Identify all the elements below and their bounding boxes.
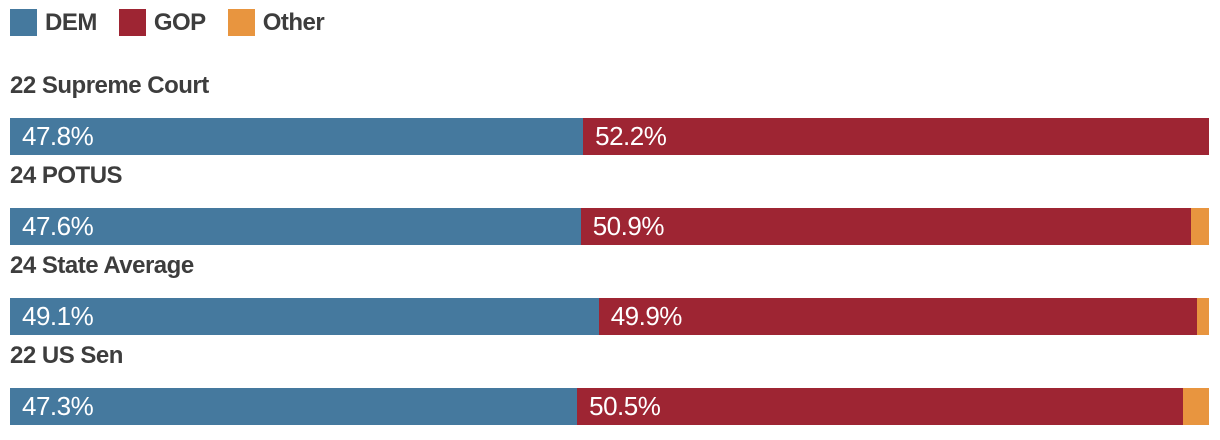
dem-value-label: 47.6% — [22, 211, 94, 241]
stacked-bar: 47.3% 50.5% — [10, 388, 1209, 425]
row-title: 24 State Average — [10, 252, 194, 279]
dem-segment: 47.8% — [10, 118, 584, 155]
gop-swatch-icon — [118, 8, 146, 36]
row-title: 24 POTUS — [10, 162, 123, 189]
stacked-bar: 47.8% 52.2% — [10, 118, 1209, 155]
gop-value-label: 50.9% — [592, 211, 665, 241]
legend-label-dem: DEM — [45, 8, 97, 36]
dem-swatch-icon — [10, 8, 37, 36]
gop-segment: 49.9% — [598, 298, 1197, 335]
legend-label-other: Other — [262, 8, 325, 36]
dem-segment: 49.1% — [10, 298, 599, 335]
gop-segment: 50.9% — [580, 208, 1191, 245]
legend-item-other: Other — [227, 8, 325, 36]
dem-value-label: 49.1% — [22, 301, 94, 331]
other-segment — [1191, 208, 1209, 245]
dem-value-label: 47.8% — [22, 121, 94, 151]
dem-segment: 47.3% — [10, 388, 578, 425]
other-segment — [1182, 388, 1209, 425]
row-title: 22 Supreme Court — [10, 72, 209, 99]
dem-segment: 47.6% — [10, 208, 581, 245]
dem-value-label: 47.3% — [22, 391, 94, 421]
other-swatch-icon — [227, 8, 255, 36]
gop-segment: 52.2% — [583, 118, 1209, 155]
legend-item-gop: GOP — [118, 8, 206, 36]
legend: DEM GOP Other — [10, 8, 1209, 36]
gop-value-label: 49.9% — [610, 301, 683, 331]
row-title: 22 US Sen — [10, 342, 123, 369]
stacked-bar: 47.6% 50.9% — [10, 208, 1209, 245]
legend-label-gop: GOP — [153, 8, 206, 36]
gop-segment: 50.5% — [577, 388, 1183, 425]
stacked-bar: 49.1% 49.9% — [10, 298, 1209, 335]
gop-value-label: 50.5% — [589, 391, 661, 421]
legend-item-dem: DEM — [10, 8, 97, 36]
gop-value-label: 52.2% — [595, 121, 667, 151]
other-segment — [1197, 298, 1209, 335]
